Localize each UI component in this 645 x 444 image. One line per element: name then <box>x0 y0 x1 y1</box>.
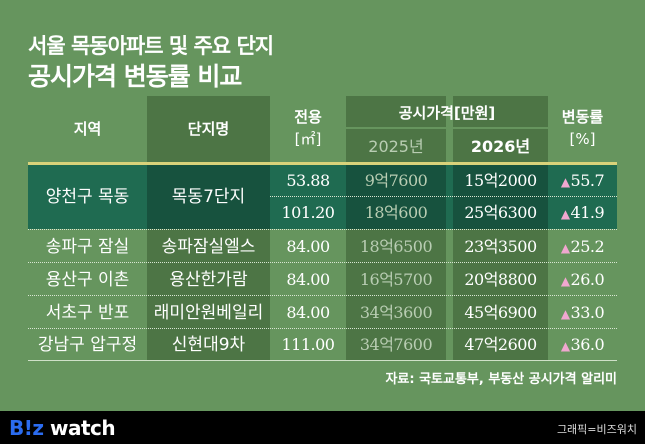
cell-area: 84.00 <box>286 236 330 256</box>
row-separator <box>28 229 617 230</box>
graphic-credit: 그래픽=비즈워치 <box>556 423 637 436</box>
cell-change: ▲25.2 <box>560 236 605 256</box>
header-area: 전용 <box>294 108 322 126</box>
cell-area: 84.00 <box>286 302 330 322</box>
header-region: 지역 <box>73 120 102 138</box>
title-line2: 공시가격 변동률 비교 <box>28 62 242 91</box>
cell-p2025: 34억7600 <box>359 335 433 354</box>
cell-change: ▲41.9 <box>560 203 605 222</box>
cell-complex: 래미안원베일리 <box>153 302 264 323</box>
cell-p2026: 15억2000 <box>464 171 537 190</box>
price-subheader-divider <box>346 127 548 129</box>
cell-p2026: 25억6300 <box>464 203 537 222</box>
header-change-unit: [%] <box>569 130 596 148</box>
cell-region: 강남구 압구정 <box>37 335 138 355</box>
cell-complex: 송파잠실엘스 <box>161 236 256 257</box>
cell-p2026: 47억2600 <box>464 335 537 354</box>
up-triangle-icon: ▲ <box>560 207 570 221</box>
cell-p2026: 20억8800 <box>464 269 537 289</box>
cell-change: ▲36.0 <box>560 335 605 354</box>
cell-p2025: 9억7600 <box>364 171 428 190</box>
up-triangle-icon: ▲ <box>560 273 570 288</box>
cell-area: 101.20 <box>281 203 335 222</box>
cell-p2026: 45억6900 <box>464 302 537 322</box>
up-triangle-icon: ▲ <box>560 175 570 189</box>
bizwatch-logo: B!z watch <box>9 416 116 440</box>
cell-area: 111.00 <box>281 335 335 354</box>
row-separator <box>28 262 617 263</box>
header-price: 공시가격[만원] <box>398 104 496 122</box>
header-area-unit: [㎡] <box>294 130 322 148</box>
row-separator <box>28 295 617 296</box>
row-separator <box>28 328 617 329</box>
cell-p2025: 18억6500 <box>359 236 433 256</box>
cell-p2025: 34억3600 <box>359 302 433 322</box>
cell-region: 양천구 목동 <box>45 187 130 207</box>
up-triangle-icon: ▲ <box>560 306 570 321</box>
cell-region: 송파구 잠실 <box>45 236 130 257</box>
header-2026: 2026년 <box>470 137 531 156</box>
cell-change: ▲55.7 <box>560 171 605 190</box>
cell-complex: 신현대9차 <box>171 335 246 355</box>
header-divider <box>28 162 617 165</box>
cell-change: ▲33.0 <box>560 302 605 322</box>
cell-change: ▲26.0 <box>560 269 605 289</box>
cell-p2025: 18억600 <box>364 203 428 222</box>
cell-area: 53.88 <box>286 171 330 190</box>
header-complex: 단지명 <box>187 120 230 138</box>
cell-area: 84.00 <box>286 269 330 289</box>
cell-p2025: 16억5700 <box>359 269 433 289</box>
up-triangle-icon: ▲ <box>560 240 570 255</box>
footer-bar: B!z watch 그래픽=비즈워치 <box>0 411 645 444</box>
header-change: 변동률 <box>561 108 604 126</box>
table-bottom-line <box>28 360 617 361</box>
cell-region: 용산구 이촌 <box>45 269 130 290</box>
cell-region: 서초구 반포 <box>45 302 130 323</box>
cell-p2026: 23억3500 <box>464 236 537 256</box>
row-separator <box>270 196 617 197</box>
highlight-row <box>28 165 617 229</box>
cell-complex: 용산한가람 <box>169 269 248 290</box>
up-triangle-icon: ▲ <box>560 339 570 353</box>
cell-complex: 목동7단지 <box>171 187 246 207</box>
header-2025: 2025년 <box>368 137 424 156</box>
source-note: 자료: 국토교통부, 부동산 공시가격 알리미 <box>385 372 617 387</box>
title-line1: 서울 목동아파트 및 주요 단지 <box>28 34 274 58</box>
